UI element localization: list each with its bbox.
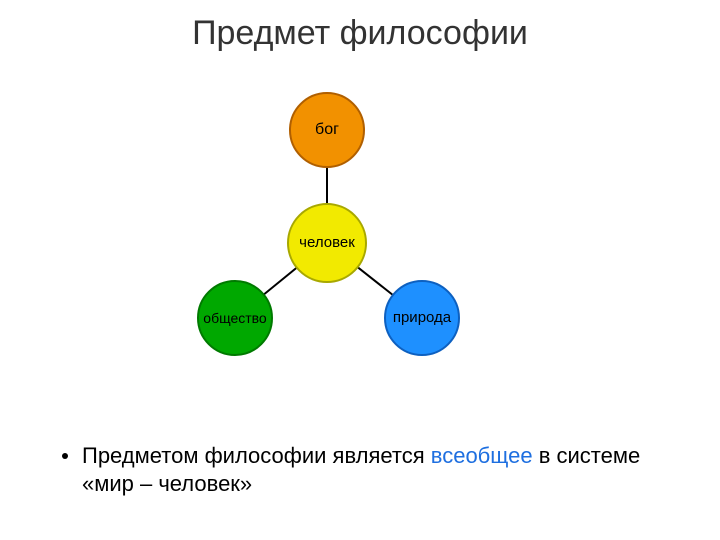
slide-title: Предмет философии <box>0 14 720 53</box>
diagram-node-center: человек <box>287 203 367 283</box>
bullet-text-pre: Предметом философии является <box>82 443 431 468</box>
slide: { "title": { "text": "Предмет философии"… <box>0 0 720 540</box>
diagram-node-label: природа <box>389 310 455 326</box>
bullet-highlight: всеобщее <box>431 443 533 468</box>
diagram-node-label: человек <box>295 235 359 251</box>
bullet-item: Предметом философии является всеобщее в … <box>62 442 662 497</box>
diagram-node-right: природа <box>384 280 460 356</box>
diagram-node-left: общество <box>197 280 273 356</box>
bullet-text: Предметом философии является всеобщее в … <box>82 442 662 497</box>
diagram-node-label: бог <box>311 122 343 139</box>
diagram-node-top: бог <box>289 92 365 168</box>
bullet-block: Предметом философии является всеобщее в … <box>62 442 662 497</box>
diagram-node-label: общество <box>199 311 270 326</box>
bullet-marker <box>62 453 68 459</box>
